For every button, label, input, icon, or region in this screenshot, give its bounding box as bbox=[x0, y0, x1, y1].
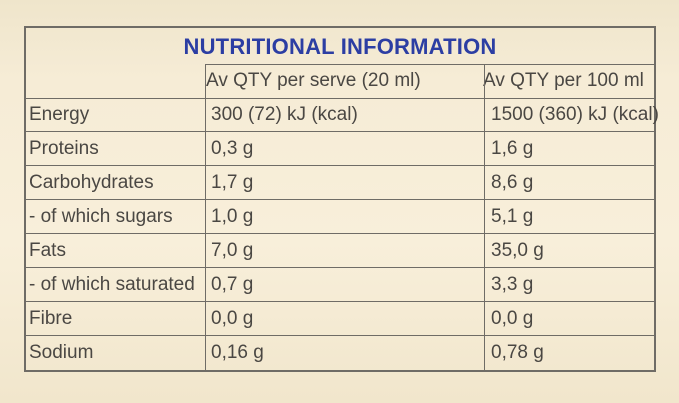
value-per-serve: 300 (72) kJ (kcal) bbox=[211, 104, 358, 125]
nutrition-table: NUTRITIONAL INFORMATION Av QTY per serve… bbox=[24, 26, 659, 372]
table-row: Proteins 0,3 g 1,6 g bbox=[26, 132, 654, 166]
nutrient-name: - of which sugars bbox=[29, 206, 173, 227]
nutrient-name: Proteins bbox=[29, 138, 99, 159]
divider bbox=[205, 64, 654, 65]
divider bbox=[26, 131, 654, 132]
value-per-serve: 1,7 g bbox=[211, 172, 254, 193]
table-row: - of which sugars 1,0 g 5,1 g bbox=[26, 200, 654, 234]
table-row: Sodium 0,16 g 0,78 g bbox=[26, 336, 654, 370]
divider bbox=[26, 98, 654, 99]
column-header-per-100ml: Av QTY per 100 ml bbox=[483, 70, 644, 91]
value-per-100ml: 35,0 g bbox=[491, 240, 544, 261]
value-per-100ml: 1500 (360) kJ (kcal) bbox=[491, 104, 659, 125]
table-row: - of which saturated 0,7 g 3,3 g bbox=[26, 268, 654, 302]
value-per-100ml: 5,1 g bbox=[491, 206, 534, 227]
table-row: Carbohydrates 1,7 g 8,6 g bbox=[26, 166, 654, 200]
divider bbox=[26, 301, 654, 302]
value-per-serve: 7,0 g bbox=[211, 240, 254, 261]
value-per-100ml: 3,3 g bbox=[491, 274, 534, 295]
divider bbox=[26, 165, 654, 166]
divider bbox=[26, 267, 654, 268]
table-row: Energy 300 (72) kJ (kcal) 1500 (360) kJ … bbox=[26, 98, 659, 132]
value-per-100ml: 8,6 g bbox=[491, 172, 534, 193]
column-divider bbox=[484, 64, 485, 370]
column-divider bbox=[205, 64, 206, 370]
table-title: NUTRITIONAL INFORMATION bbox=[183, 34, 497, 59]
nutrient-name: Sodium bbox=[29, 342, 94, 363]
nutrient-name: - of which saturated bbox=[29, 274, 195, 295]
value-per-serve: 0,16 g bbox=[211, 342, 264, 363]
nutrient-name: Energy bbox=[29, 104, 90, 125]
value-per-serve: 0,7 g bbox=[211, 274, 254, 295]
divider bbox=[26, 335, 654, 336]
value-per-100ml: 0,0 g bbox=[491, 308, 534, 329]
value-per-serve: 1,0 g bbox=[211, 206, 254, 227]
divider bbox=[26, 199, 654, 200]
value-per-serve: 0,0 g bbox=[211, 308, 254, 329]
column-header-per-serve: Av QTY per serve (20 ml) bbox=[206, 70, 421, 91]
table-row: Fats 7,0 g 35,0 g bbox=[26, 234, 654, 268]
nutrient-name: Fats bbox=[29, 240, 66, 261]
value-per-100ml: 1,6 g bbox=[491, 138, 534, 159]
divider bbox=[26, 233, 654, 234]
table-row: Fibre 0,0 g 0,0 g bbox=[26, 302, 654, 336]
value-per-100ml: 0,78 g bbox=[491, 342, 544, 363]
value-per-serve: 0,3 g bbox=[211, 138, 254, 159]
nutrient-name: Carbohydrates bbox=[29, 172, 154, 193]
nutrient-name: Fibre bbox=[29, 308, 73, 329]
